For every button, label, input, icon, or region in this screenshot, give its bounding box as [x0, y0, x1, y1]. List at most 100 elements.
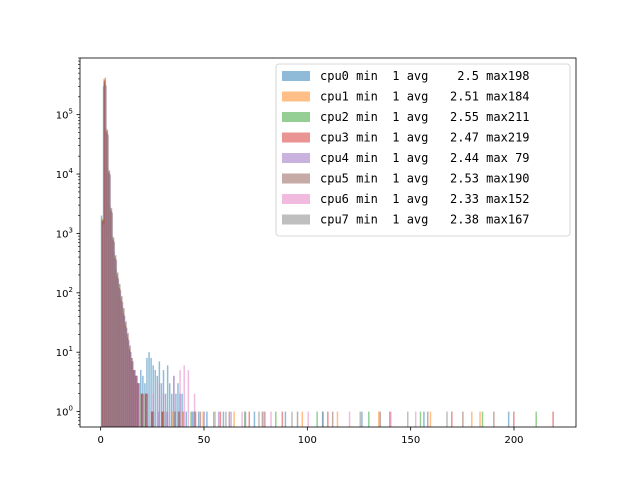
bar	[174, 411, 176, 427]
bar	[111, 212, 113, 427]
legend: cpu0 min 1 avg 2.5 max198 cpu1 min 1 avg …	[275, 63, 571, 237]
bar	[368, 411, 370, 427]
bar	[185, 411, 187, 427]
legend-label: cpu6 min 1 avg 2.33 max152	[320, 192, 530, 206]
bar	[202, 411, 204, 427]
bar	[307, 411, 309, 427]
bar	[379, 411, 381, 427]
bar	[284, 411, 287, 427]
bar	[138, 383, 140, 427]
bar	[190, 411, 192, 427]
bar	[426, 411, 429, 427]
bar	[327, 411, 329, 427]
bar	[187, 370, 190, 427]
bar	[507, 411, 510, 427]
bar	[203, 411, 205, 427]
bar	[446, 411, 448, 427]
bar	[168, 383, 171, 427]
bar	[316, 411, 318, 427]
bar	[150, 357, 152, 427]
x-tick-label: 0	[97, 435, 103, 446]
legend-swatch	[282, 214, 310, 225]
bar	[348, 411, 351, 427]
bar	[119, 289, 122, 427]
bar	[115, 259, 118, 427]
bar	[160, 383, 163, 427]
axes-layer: 0 50 100 150 200 100 101 102 103 104 105	[56, 57, 577, 446]
legend-label: cpu4 min 1 avg 2.44 max 79	[320, 151, 530, 165]
legend-label: cpu0 min 1 avg 2.5 max198	[320, 69, 530, 83]
bar	[171, 393, 173, 427]
bar	[429, 411, 432, 427]
bar	[181, 393, 183, 427]
legend-swatch	[282, 153, 310, 163]
legend-swatch	[282, 194, 310, 204]
bar	[471, 411, 473, 427]
bar	[378, 411, 380, 427]
bar	[148, 352, 150, 427]
bar	[331, 411, 334, 427]
bar	[390, 411, 392, 427]
legend-swatch	[282, 71, 310, 81]
legend-swatch	[282, 173, 310, 184]
bar	[181, 411, 184, 427]
bar	[419, 411, 422, 427]
bar	[493, 411, 495, 427]
bar	[123, 315, 126, 427]
bar	[258, 411, 260, 427]
bar	[109, 174, 111, 427]
bar	[423, 411, 425, 427]
bar	[197, 411, 200, 427]
y-tick-label: 104	[56, 167, 74, 181]
bar	[264, 411, 266, 427]
bar	[171, 411, 173, 427]
bar	[301, 411, 304, 427]
bar	[152, 393, 154, 427]
bar	[166, 365, 169, 427]
bar	[244, 411, 247, 427]
legend-label: cpu1 min 1 avg 2.51 max184	[320, 90, 530, 104]
bar	[128, 340, 130, 427]
bar	[152, 411, 155, 427]
bar	[552, 411, 554, 427]
bar	[214, 411, 216, 427]
bar	[166, 411, 169, 427]
bar	[132, 361, 134, 427]
bar	[194, 411, 196, 427]
bar	[162, 393, 165, 427]
bar	[389, 411, 391, 427]
bar	[125, 327, 128, 427]
bar	[163, 411, 165, 427]
bar	[230, 411, 232, 427]
bars-layer	[100, 77, 554, 428]
bar	[228, 411, 231, 427]
legend-swatch	[282, 91, 310, 102]
bar	[535, 411, 537, 427]
bar	[219, 411, 222, 427]
y-tick-label: 100	[56, 405, 73, 419]
x-tick-label: 50	[198, 435, 211, 446]
y-tick-label: 103	[56, 226, 73, 240]
y-tick-label: 101	[56, 345, 73, 359]
bar	[481, 411, 484, 427]
y-tick-label: 105	[56, 108, 73, 122]
bar	[117, 278, 120, 427]
bar	[136, 375, 138, 427]
bar	[179, 370, 181, 427]
bar	[462, 411, 464, 427]
series-cpu7	[103, 85, 448, 428]
bar	[107, 134, 109, 427]
bar	[407, 411, 409, 427]
bar	[199, 411, 202, 427]
bar	[158, 383, 161, 427]
legend-label: cpu3 min 1 avg 2.47 max219	[320, 131, 530, 145]
bar	[263, 411, 265, 427]
bar	[217, 411, 220, 427]
x-tick-label: 200	[504, 435, 523, 446]
bar	[414, 411, 417, 427]
bar	[183, 365, 185, 427]
legend-label: cpu2 min 1 avg 2.55 max211	[320, 110, 530, 124]
bar	[248, 411, 251, 427]
